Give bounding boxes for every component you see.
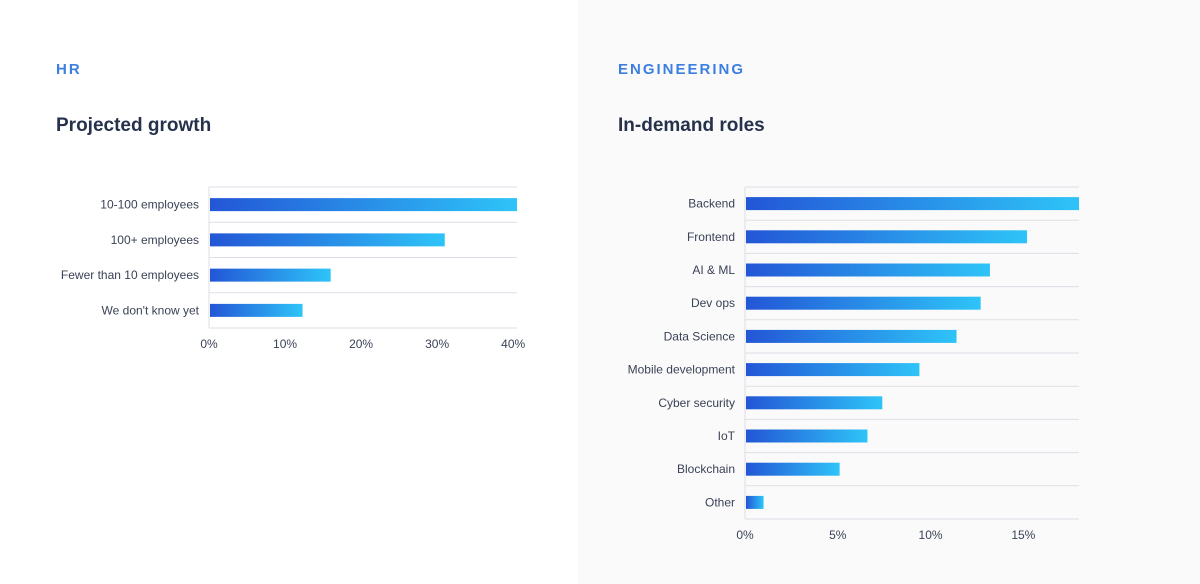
category-label: AI & ML (692, 263, 735, 277)
bar (746, 230, 1028, 244)
category-label: Blockchain (677, 462, 735, 476)
x-tick-label: 10% (273, 337, 297, 351)
category-label: We don't know yet (102, 303, 200, 317)
bar (746, 296, 981, 310)
category-label: 10-100 employees (100, 198, 199, 212)
bar (746, 263, 990, 277)
hr-panel: HR Projected growth 10-100 employees 100+… (0, 0, 578, 584)
x-tick-label: 0% (736, 528, 754, 542)
category-label: 100+ employees (111, 233, 199, 247)
projected-growth-chart: 10-100 employees 100+ employees Fewer than… (61, 186, 526, 351)
bar (746, 462, 840, 476)
x-tick-label: 40% (501, 337, 525, 351)
bar (210, 198, 517, 212)
bar (746, 363, 920, 377)
bar (746, 197, 1079, 211)
x-tick-label: 0% (200, 337, 218, 351)
bar (746, 495, 764, 509)
category-label: Frontend (687, 230, 735, 244)
engineering-panel: ENGINEERING In-demand roles Backend Front… (578, 0, 1200, 584)
bar (746, 396, 883, 410)
category-label: IoT (718, 429, 736, 443)
x-tick-label: 15% (1011, 528, 1035, 542)
bar (746, 429, 868, 443)
bar (210, 268, 331, 282)
in-demand-roles-chart: Backend Frontend AI & ML Dev ops Data Scienc… (628, 186, 1079, 542)
category-label: Other (705, 495, 735, 509)
bar (210, 233, 445, 247)
category-label: Cyber security (658, 396, 735, 410)
hr-section-label: HR (56, 61, 82, 78)
category-label: Mobile development (628, 363, 736, 377)
category-label: Dev ops (691, 296, 735, 310)
projected-growth-title: Projected growth (56, 115, 212, 136)
x-tick-label: 30% (425, 337, 449, 351)
x-tick-label: 20% (349, 337, 373, 351)
engineering-section-label: ENGINEERING (618, 61, 746, 78)
x-tick-label: 5% (829, 528, 847, 542)
category-label: Fewer than 10 employees (61, 268, 199, 282)
category-label: Backend (688, 197, 735, 211)
category-label: Data Science (664, 329, 736, 343)
in-demand-roles-title: In-demand roles (618, 115, 765, 136)
x-tick-label: 10% (919, 528, 943, 542)
bar (210, 303, 303, 317)
bar (746, 329, 957, 343)
